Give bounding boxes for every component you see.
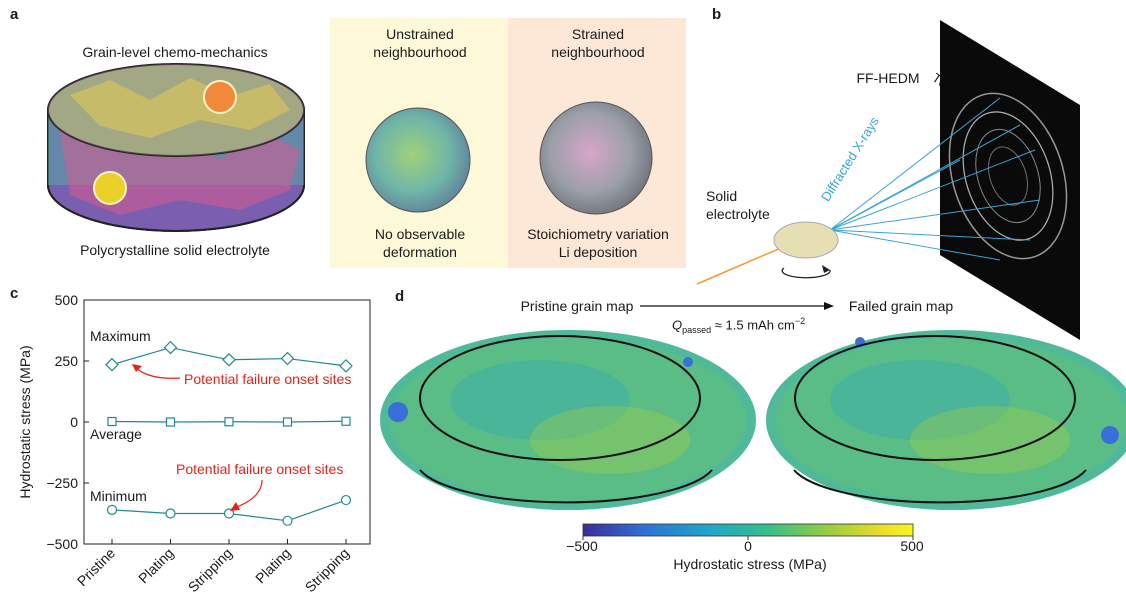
unstrained-title: Unstrained neighbourhood (373, 26, 467, 60)
grain-level-label: Grain-level chemo-mechanics (82, 44, 268, 60)
colorbar-tick-zero: 0 (744, 538, 752, 554)
y-tick-label: −250 (46, 475, 78, 491)
colorbar (582, 523, 914, 537)
annotation-min: Potential failure onset sites (176, 461, 343, 477)
incident-beam (696, 243, 791, 285)
strained-caption-2: Li deposition (558, 244, 638, 260)
y-tick-label: −500 (46, 536, 78, 552)
y-tick-label: 0 (70, 414, 78, 430)
data-point-maximum (163, 340, 178, 355)
rotation-arrowhead (822, 265, 830, 273)
diffracted-ray-lines (829, 97, 1041, 261)
failed-grain-map (766, 330, 1126, 510)
x-tick-label: Plating (135, 545, 177, 587)
panel-letter-d: d (395, 288, 405, 305)
data-point-average (282, 417, 293, 427)
data-point-minimum (165, 508, 176, 519)
q-passed-label: Qpassed ≈ 1.5 mAh cm−2 (672, 316, 806, 335)
data-point-maximum (105, 357, 119, 372)
failed-bottom-outline (793, 469, 1087, 504)
pristine-map-title: Pristine grain map (520, 298, 634, 314)
series-label-minimum: Minimum (90, 488, 147, 504)
solid-electrolyte-sample (773, 221, 839, 259)
data-point-maximum (339, 359, 353, 373)
failed-map-title: Failed grain map (848, 298, 954, 314)
data-point-average (165, 417, 176, 427)
data-point-average (224, 417, 234, 427)
data-point-minimum (106, 504, 118, 515)
data-point-average (107, 416, 117, 427)
failed-top-outline (794, 335, 1076, 461)
detector-panel (940, 20, 1080, 340)
data-point-minimum (223, 508, 235, 519)
strained-title: Strained neighbourhood (551, 26, 645, 60)
series-label-maximum: Maximum (90, 328, 151, 344)
data-point-minimum (340, 494, 352, 506)
y-tick-label: 500 (55, 292, 79, 308)
panel-letter-b: b (712, 6, 722, 23)
annotation-max-arrow (135, 367, 181, 379)
annotation-min-arrow (233, 479, 263, 509)
annotation-max: Potential failure onset sites (184, 371, 351, 387)
strained-grain-cluster (539, 101, 653, 215)
transition-arrowhead (824, 302, 834, 310)
pristine-top-outline (419, 335, 701, 461)
rotation-arrow (781, 267, 831, 279)
y-tick-label: 250 (55, 353, 79, 369)
unstrained-grain-cluster (365, 107, 471, 213)
y-axis-label: Hydrostatic stress (MPa) (17, 345, 33, 498)
solid-label: Solid (706, 188, 738, 204)
polycrystal-cylinder (47, 63, 305, 232)
x-tick-label: Plating (252, 545, 294, 587)
data-point-maximum (280, 351, 295, 366)
data-point-minimum (282, 515, 293, 526)
panel-letter-a: a (10, 6, 19, 23)
annotation-min-arrowhead (230, 502, 240, 511)
polycrystalline-label: Polycrystalline solid electrolyte (80, 242, 270, 258)
x-tick-label: Pristine (74, 545, 118, 589)
strained-caption-1: Stoichiometry variation (527, 226, 669, 242)
annotation-max-arrowhead (132, 364, 142, 372)
series-label-average: Average (90, 426, 142, 442)
unstrained-caption: No observable deformation (374, 226, 466, 260)
electrolyte-label: electrolyte (706, 206, 770, 222)
data-point-maximum (222, 352, 236, 367)
colorbar-tick-max: 500 (900, 538, 924, 554)
colorbar-tick-min: −500 (566, 538, 598, 554)
colorbar-label: Hydrostatic stress (MPa) (673, 556, 827, 572)
pristine-bottom-outline (419, 469, 713, 504)
highlight-grain-side (93, 171, 127, 205)
data-point-average (341, 416, 351, 426)
x-tick-label: Stripping (185, 545, 235, 595)
highlight-grain-top (203, 80, 237, 114)
pristine-grain-map (380, 330, 756, 510)
panel-letter-c: c (10, 285, 19, 302)
x-tick-label: Stripping (302, 545, 352, 595)
ff-hedm-label: FF-HEDM (856, 70, 920, 86)
